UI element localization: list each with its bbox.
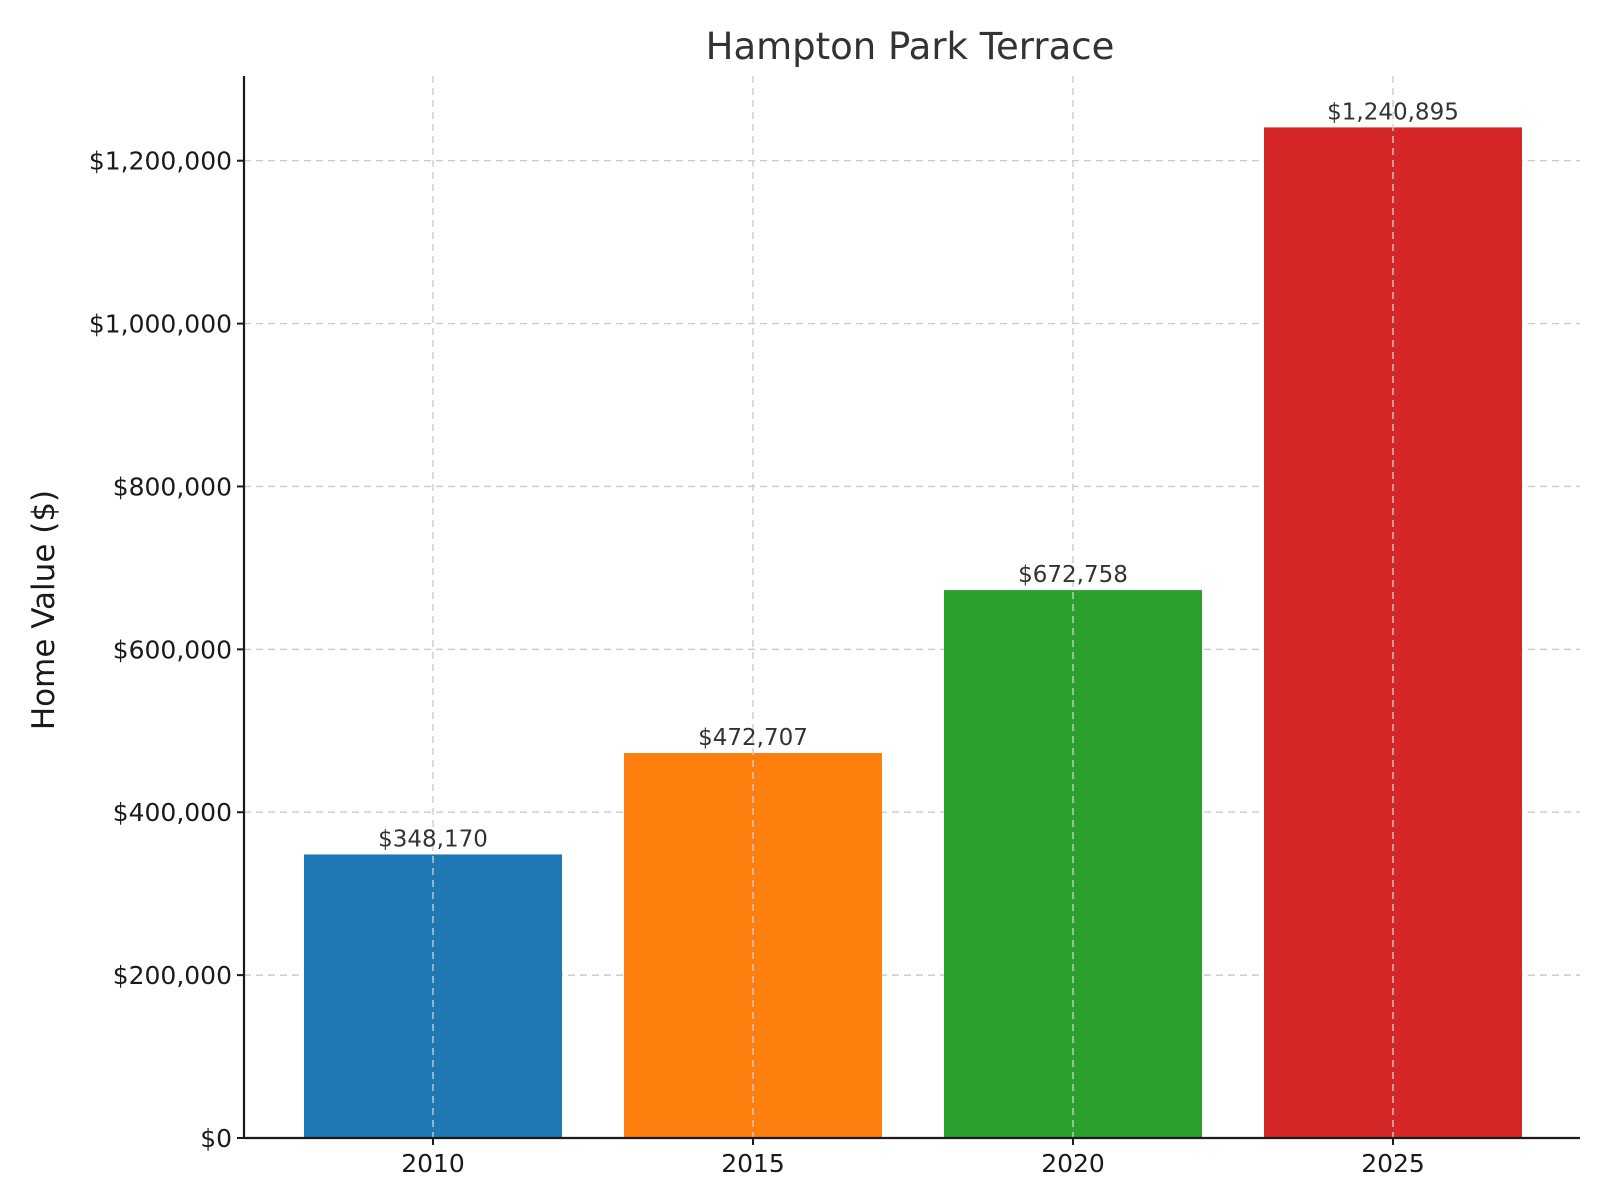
y-tick-label: $800,000 <box>113 472 232 501</box>
chart-title: Hampton Park Terrace <box>706 25 1115 68</box>
y-tick-label: $1,200,000 <box>89 147 232 176</box>
axes <box>237 76 1580 1145</box>
x-tick-label: 2025 <box>1361 1149 1425 1178</box>
y-tick-label: $400,000 <box>113 798 232 827</box>
y-tick-label: $0 <box>200 1124 232 1153</box>
data-label: $1,240,895 <box>1327 99 1459 125</box>
bars <box>304 76 1522 1138</box>
y-tick-label: $600,000 <box>113 635 232 664</box>
data-label: $672,758 <box>1018 562 1128 588</box>
x-tick-label: 2020 <box>1041 1149 1105 1178</box>
y-tick-label: $200,000 <box>113 961 232 990</box>
y-axis-label: Home Value ($) <box>26 490 62 730</box>
data-label: $348,170 <box>378 826 488 852</box>
data-label: $472,707 <box>698 725 808 751</box>
chart-text: Hampton Park Terrace Home Value ($) $0 $2… <box>26 25 1459 1178</box>
x-tick-label: 2015 <box>721 1149 785 1178</box>
x-tick-label: 2010 <box>401 1149 465 1178</box>
bar-2020 <box>944 590 1202 1138</box>
y-tick-label: $1,000,000 <box>89 310 232 339</box>
